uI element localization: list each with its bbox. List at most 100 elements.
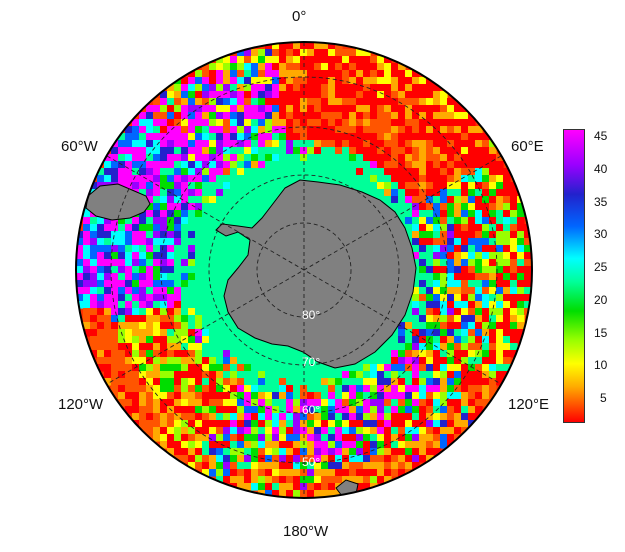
data-cell xyxy=(503,196,511,204)
data-cell xyxy=(384,112,392,120)
data-cell xyxy=(482,189,490,197)
data-cell xyxy=(132,231,140,239)
data-cell xyxy=(447,413,455,421)
data-cell xyxy=(216,273,224,281)
data-cell xyxy=(496,287,504,295)
data-cell xyxy=(447,189,455,197)
data-cell xyxy=(181,273,189,281)
data-cell xyxy=(433,161,441,169)
data-cell xyxy=(356,476,364,484)
data-cell xyxy=(181,168,189,176)
data-cell xyxy=(139,399,147,407)
data-cell xyxy=(335,469,343,477)
data-cell xyxy=(125,280,133,288)
data-cell xyxy=(83,252,91,260)
colorbar-tick-15: 15 xyxy=(594,326,608,340)
data-cell xyxy=(314,406,322,414)
data-cell xyxy=(188,427,196,435)
data-cell xyxy=(104,308,112,316)
data-cell xyxy=(202,308,210,316)
data-cell xyxy=(342,441,350,449)
data-cell xyxy=(447,434,455,442)
data-cell xyxy=(433,280,441,288)
data-cell xyxy=(524,266,532,274)
data-cell xyxy=(342,364,350,372)
data-cell xyxy=(251,483,259,491)
data-cell xyxy=(356,105,364,113)
data-cell xyxy=(195,238,203,246)
data-cell xyxy=(342,420,350,428)
data-cell xyxy=(370,462,378,470)
data-cell xyxy=(272,462,280,470)
data-cell xyxy=(132,287,140,295)
data-cell xyxy=(230,266,238,274)
antarctica-landmass xyxy=(215,179,417,369)
data-cell xyxy=(146,385,154,393)
data-cell xyxy=(216,434,224,442)
data-cell xyxy=(412,161,420,169)
data-cell xyxy=(440,259,448,267)
data-cell xyxy=(517,224,525,232)
data-cell xyxy=(216,56,224,64)
data-cell xyxy=(419,308,427,316)
data-cell xyxy=(447,371,455,379)
data-cell xyxy=(132,378,140,386)
data-cell xyxy=(468,126,476,134)
data-cell xyxy=(188,357,196,365)
data-cell xyxy=(363,441,371,449)
data-cell xyxy=(251,91,259,99)
data-cell xyxy=(356,182,364,190)
data-cell xyxy=(230,336,238,344)
data-cell xyxy=(293,63,301,71)
data-cell xyxy=(279,175,287,183)
data-cell xyxy=(398,189,406,197)
data-cell xyxy=(496,343,504,351)
data-cell xyxy=(307,175,315,183)
data-cell xyxy=(90,266,98,274)
data-cell xyxy=(174,280,182,288)
data-cell xyxy=(118,301,126,309)
data-cell xyxy=(293,448,301,456)
data-cell xyxy=(377,420,385,428)
data-cell xyxy=(167,126,175,134)
data-cell xyxy=(363,189,371,197)
data-cell xyxy=(118,217,126,225)
data-cell xyxy=(440,154,448,162)
data-cell xyxy=(391,343,399,351)
data-cell xyxy=(517,217,525,225)
data-cell xyxy=(139,420,147,428)
data-cell xyxy=(419,140,427,148)
data-cell xyxy=(447,420,455,428)
data-cell xyxy=(349,154,357,162)
data-cell xyxy=(384,98,392,106)
data-cell xyxy=(370,378,378,386)
data-cell xyxy=(90,217,98,225)
data-cell xyxy=(328,364,336,372)
data-cell xyxy=(230,168,238,176)
data-cell xyxy=(314,147,322,155)
data-cell xyxy=(125,350,133,358)
data-cell xyxy=(314,469,322,477)
data-cell xyxy=(209,469,217,477)
data-cell xyxy=(440,287,448,295)
data-cell xyxy=(391,392,399,400)
data-cell xyxy=(216,406,224,414)
data-cell xyxy=(307,357,315,365)
data-cell xyxy=(160,98,168,106)
data-cell xyxy=(76,245,84,253)
data-cell xyxy=(160,203,168,211)
data-cell xyxy=(433,385,441,393)
data-cell xyxy=(426,210,434,218)
data-cell xyxy=(314,462,322,470)
data-cell xyxy=(118,238,126,246)
data-cell xyxy=(188,441,196,449)
data-cell xyxy=(447,399,455,407)
data-cell xyxy=(258,154,266,162)
data-cell xyxy=(118,385,126,393)
data-cell xyxy=(146,189,154,197)
data-cell xyxy=(181,91,189,99)
lat-label-60: 60° xyxy=(302,403,321,417)
data-cell xyxy=(412,259,420,267)
data-cell xyxy=(146,329,154,337)
data-cell xyxy=(230,126,238,134)
